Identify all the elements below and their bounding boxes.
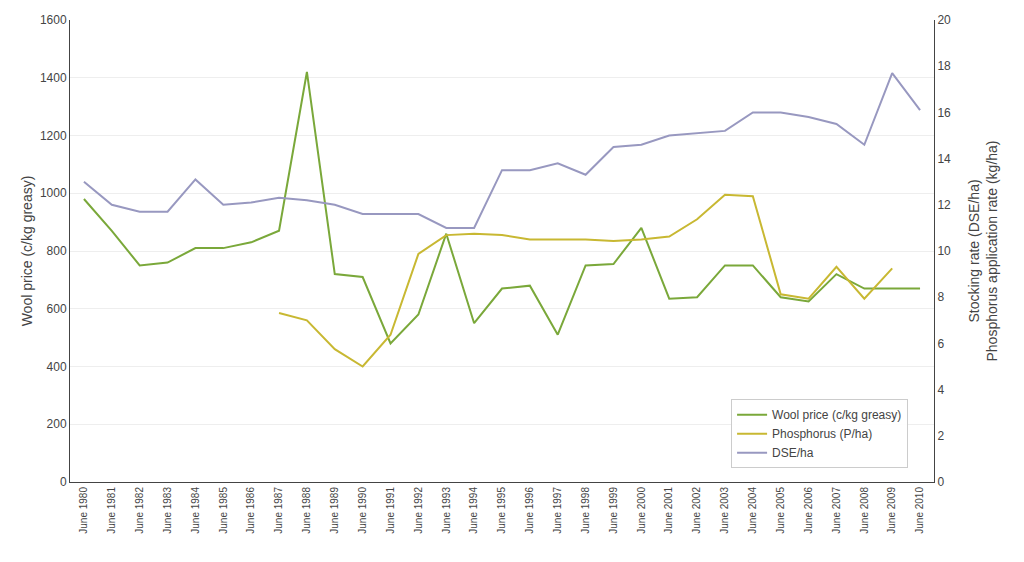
svg-text:June 2009: June 2009 bbox=[886, 487, 897, 534]
svg-text:June 1985: June 1985 bbox=[218, 487, 229, 534]
svg-text:June 1994: June 1994 bbox=[468, 487, 479, 534]
svg-text:June 2000: June 2000 bbox=[636, 487, 647, 534]
svg-text:1400: 1400 bbox=[40, 71, 67, 85]
svg-text:June 2002: June 2002 bbox=[691, 487, 702, 534]
svg-text:1000: 1000 bbox=[40, 186, 67, 200]
svg-text:4: 4 bbox=[937, 383, 944, 397]
svg-text:2: 2 bbox=[937, 429, 944, 443]
svg-text:June 1990: June 1990 bbox=[357, 487, 368, 534]
svg-text:June 2006: June 2006 bbox=[803, 487, 814, 534]
svg-text:0: 0 bbox=[937, 475, 944, 489]
svg-text:June 2003: June 2003 bbox=[719, 487, 730, 534]
svg-text:20: 20 bbox=[937, 13, 951, 27]
svg-text:400: 400 bbox=[47, 360, 67, 374]
svg-text:June 1993: June 1993 bbox=[441, 487, 452, 534]
svg-text:June 2001: June 2001 bbox=[663, 487, 674, 534]
svg-text:June 1991: June 1991 bbox=[385, 487, 396, 534]
svg-text:June 2008: June 2008 bbox=[859, 487, 870, 534]
svg-text:June 2007: June 2007 bbox=[831, 487, 842, 534]
svg-text:June 1984: June 1984 bbox=[190, 487, 201, 534]
svg-text:600: 600 bbox=[47, 302, 67, 316]
svg-text:June 1988: June 1988 bbox=[301, 487, 312, 534]
svg-text:0: 0 bbox=[60, 475, 67, 489]
svg-text:10: 10 bbox=[937, 244, 951, 258]
svg-text:June 1995: June 1995 bbox=[496, 487, 507, 534]
svg-text:200: 200 bbox=[47, 417, 67, 431]
svg-text:DSE/ha: DSE/ha bbox=[772, 446, 814, 460]
svg-text:June 1983: June 1983 bbox=[162, 487, 173, 534]
svg-text:June 1997: June 1997 bbox=[552, 487, 563, 534]
svg-text:June 1980: June 1980 bbox=[78, 487, 89, 534]
svg-text:June 1999: June 1999 bbox=[608, 487, 619, 534]
svg-text:June 1996: June 1996 bbox=[524, 487, 535, 534]
svg-text:Phosphorus (P/ha): Phosphorus (P/ha) bbox=[772, 427, 872, 441]
svg-text:1600: 1600 bbox=[40, 13, 67, 27]
svg-text:1200: 1200 bbox=[40, 129, 67, 143]
svg-text:June 1987: June 1987 bbox=[273, 487, 284, 534]
svg-text:18: 18 bbox=[937, 59, 951, 73]
svg-text:12: 12 bbox=[937, 198, 951, 212]
svg-text:800: 800 bbox=[47, 244, 67, 258]
svg-text:Wool price (c/kg greasy): Wool price (c/kg greasy) bbox=[772, 408, 901, 422]
svg-text:8: 8 bbox=[937, 290, 944, 304]
svg-text:June 1992: June 1992 bbox=[413, 487, 424, 534]
svg-text:June 1998: June 1998 bbox=[580, 487, 591, 534]
svg-text:14: 14 bbox=[937, 152, 951, 166]
svg-text:June 2005: June 2005 bbox=[775, 487, 786, 534]
svg-text:Stocking rate (DSE/ha)Phosphor: Stocking rate (DSE/ha)Phosphorus applica… bbox=[966, 140, 1000, 361]
svg-text:June 2004: June 2004 bbox=[747, 487, 758, 534]
svg-text:June 1986: June 1986 bbox=[245, 487, 256, 534]
svg-text:June 1989: June 1989 bbox=[329, 487, 340, 534]
svg-text:June 2010: June 2010 bbox=[914, 487, 925, 534]
svg-text:Wool price (c/kg greasy): Wool price (c/kg greasy) bbox=[19, 176, 35, 327]
svg-text:6: 6 bbox=[937, 337, 944, 351]
svg-text:16: 16 bbox=[937, 106, 951, 120]
svg-text:June 1982: June 1982 bbox=[134, 487, 145, 534]
svg-text:June 1981: June 1981 bbox=[106, 487, 117, 534]
